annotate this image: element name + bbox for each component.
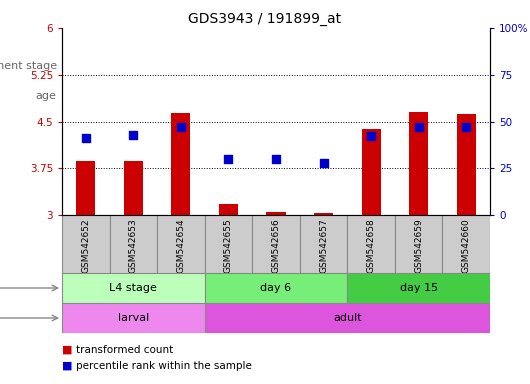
Text: day 15: day 15 — [400, 283, 438, 293]
Bar — [267, 212, 286, 215]
Bar — [347, 273, 490, 303]
Bar — [219, 204, 238, 215]
Bar — [62, 273, 205, 303]
Point — [462, 124, 471, 130]
Bar — [157, 215, 205, 273]
Text: age: age — [36, 91, 57, 101]
Text: development stage: development stage — [0, 61, 57, 71]
Text: GSM542660: GSM542660 — [462, 218, 471, 273]
Bar — [409, 112, 428, 215]
Text: GSM542653: GSM542653 — [129, 218, 138, 273]
Bar — [252, 215, 300, 273]
Point — [367, 133, 375, 139]
Text: ■: ■ — [62, 345, 73, 355]
Text: GSM542652: GSM542652 — [81, 218, 90, 273]
Text: GSM542657: GSM542657 — [319, 218, 328, 273]
Text: GSM542658: GSM542658 — [367, 218, 376, 273]
Bar — [110, 215, 157, 273]
Bar — [314, 213, 333, 215]
Text: GSM542654: GSM542654 — [176, 218, 186, 273]
Text: larval: larval — [118, 313, 149, 323]
Text: GDS3943 / 191899_at: GDS3943 / 191899_at — [189, 12, 341, 25]
Bar — [347, 215, 395, 273]
Point — [82, 135, 90, 141]
Text: L4 stage: L4 stage — [109, 283, 157, 293]
Bar — [205, 273, 347, 303]
Bar — [124, 161, 143, 215]
Bar — [62, 303, 205, 333]
Bar — [171, 113, 190, 215]
Point — [414, 124, 423, 130]
Text: GSM542656: GSM542656 — [271, 218, 280, 273]
Bar — [443, 215, 490, 273]
Point — [319, 160, 328, 166]
Bar — [205, 303, 490, 333]
Text: GSM542655: GSM542655 — [224, 218, 233, 273]
Bar — [361, 129, 381, 215]
Point — [272, 156, 280, 162]
Bar — [76, 161, 95, 215]
Text: transformed count: transformed count — [76, 345, 173, 355]
Text: adult: adult — [333, 313, 361, 323]
Point — [224, 156, 233, 162]
Bar — [395, 215, 443, 273]
Point — [129, 131, 138, 137]
Bar — [300, 215, 347, 273]
Bar — [205, 215, 252, 273]
Bar — [457, 114, 476, 215]
Text: ■: ■ — [62, 361, 73, 371]
Bar — [62, 215, 110, 273]
Text: day 6: day 6 — [260, 283, 292, 293]
Text: percentile rank within the sample: percentile rank within the sample — [76, 361, 252, 371]
Text: GSM542659: GSM542659 — [414, 218, 423, 273]
Point — [176, 124, 185, 130]
